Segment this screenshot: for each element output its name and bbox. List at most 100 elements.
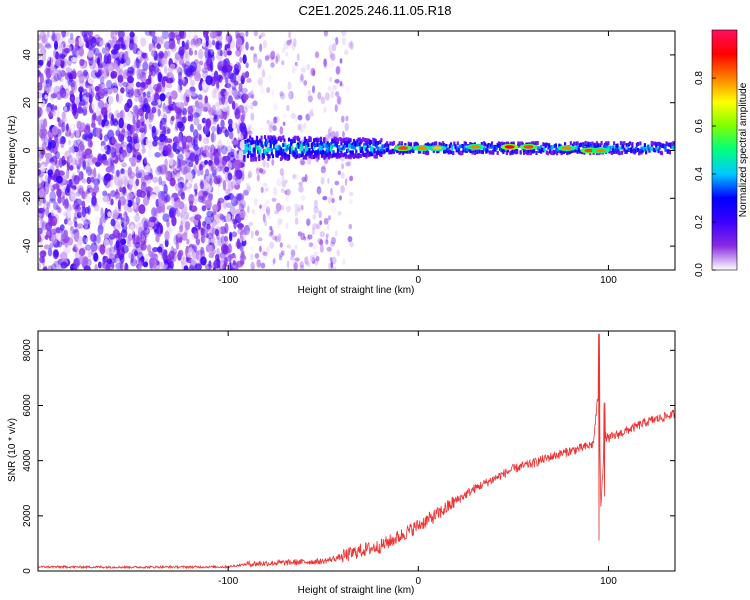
sparse-cell [306, 218, 311, 226]
sparse-cell [347, 160, 352, 167]
sparse-cell [339, 195, 342, 201]
band-cell [558, 143, 561, 148]
noise-cell [49, 198, 56, 204]
noise-cell [99, 40, 106, 47]
noise-cell [137, 50, 141, 60]
noise-cell [163, 184, 168, 195]
noise-cell [210, 159, 214, 171]
sparse-cell [348, 223, 353, 230]
band-cell [250, 153, 253, 158]
band-cell [624, 149, 627, 154]
noise-cell [110, 49, 118, 55]
band-cell [351, 145, 354, 150]
band-cell [652, 147, 656, 152]
noise-cell [181, 206, 187, 214]
noise-cell [129, 40, 134, 51]
hot-spot [595, 148, 606, 153]
noise-cell [232, 206, 236, 216]
noise-cell [232, 90, 238, 98]
sparse-cell [275, 115, 281, 123]
noise-cell [117, 222, 124, 230]
noise-cell [220, 235, 225, 245]
noise-cell [213, 87, 219, 93]
band-cell [338, 145, 341, 149]
band-cell [613, 150, 616, 154]
noise-cell [124, 33, 131, 40]
noise-cell [146, 204, 152, 215]
noise-cell [163, 196, 168, 204]
sparse-cell [264, 219, 268, 227]
band-cell [585, 144, 588, 149]
noise-cell [68, 73, 74, 83]
sparse-cell [332, 36, 338, 41]
band-cell [294, 148, 297, 152]
band-cell [652, 141, 656, 146]
noise-cell [134, 96, 139, 103]
noise-cell [89, 168, 94, 175]
noise-cell [89, 152, 93, 159]
noise-cell [205, 75, 213, 86]
noise-cell [212, 39, 216, 46]
sparse-cell [280, 103, 285, 112]
spectrogram-cells [38, 31, 675, 270]
noise-cell [153, 223, 158, 233]
sparse-cell [246, 78, 252, 83]
noise-cell [107, 265, 111, 270]
sparse-cell [297, 114, 303, 121]
noise-cell [69, 93, 76, 103]
noise-cell [136, 69, 140, 75]
noise-cell [158, 133, 166, 143]
noise-cell [107, 258, 112, 265]
noise-cell [151, 127, 159, 137]
band-cell [316, 142, 319, 147]
band-cell [331, 138, 334, 143]
band-cell [287, 137, 291, 142]
sparse-cell [286, 244, 292, 249]
band-cell [267, 135, 270, 140]
noise-cell [238, 203, 245, 212]
band-cell [335, 143, 338, 148]
noise-cell [50, 76, 58, 83]
band-cell [386, 141, 389, 146]
y-tick-label: 0 [22, 147, 33, 153]
noise-cell [175, 113, 182, 123]
noise-cell [103, 233, 108, 240]
noise-cell [53, 201, 59, 211]
noise-cell [135, 222, 144, 233]
band-cell [384, 142, 387, 147]
band-cell [271, 154, 275, 159]
sparse-cell [348, 41, 351, 49]
band-cell [346, 141, 349, 145]
band-cell [398, 141, 401, 146]
noise-cell [79, 91, 83, 102]
band-cell [582, 144, 585, 149]
noise-cell [194, 251, 202, 261]
sparse-cell [304, 256, 309, 265]
band-cell [365, 141, 368, 146]
snr-xlabel: Height of straight line (km) [298, 585, 415, 596]
band-cell [571, 148, 575, 153]
sparse-cell [303, 80, 308, 86]
noise-cell [222, 244, 229, 255]
sparse-cell [307, 95, 313, 103]
noise-cell [225, 78, 229, 85]
noise-cell [45, 83, 51, 94]
band-cell [608, 146, 611, 151]
noise-cell [104, 145, 111, 151]
sparse-cell [334, 79, 340, 84]
noise-cell [214, 213, 222, 224]
sparse-cell [298, 181, 303, 186]
noise-cell [106, 87, 113, 95]
band-cell [356, 154, 359, 159]
hot-spot [398, 146, 409, 150]
sparse-cell [330, 241, 335, 247]
band-cell [263, 135, 267, 140]
noise-cell [38, 71, 43, 78]
noise-cell [126, 192, 134, 201]
noise-cell [92, 112, 97, 121]
noise-cell [200, 181, 204, 190]
sparse-cell [323, 58, 327, 67]
noise-cell [240, 194, 245, 201]
sparse-cell [341, 115, 345, 123]
band-cell [252, 140, 255, 144]
